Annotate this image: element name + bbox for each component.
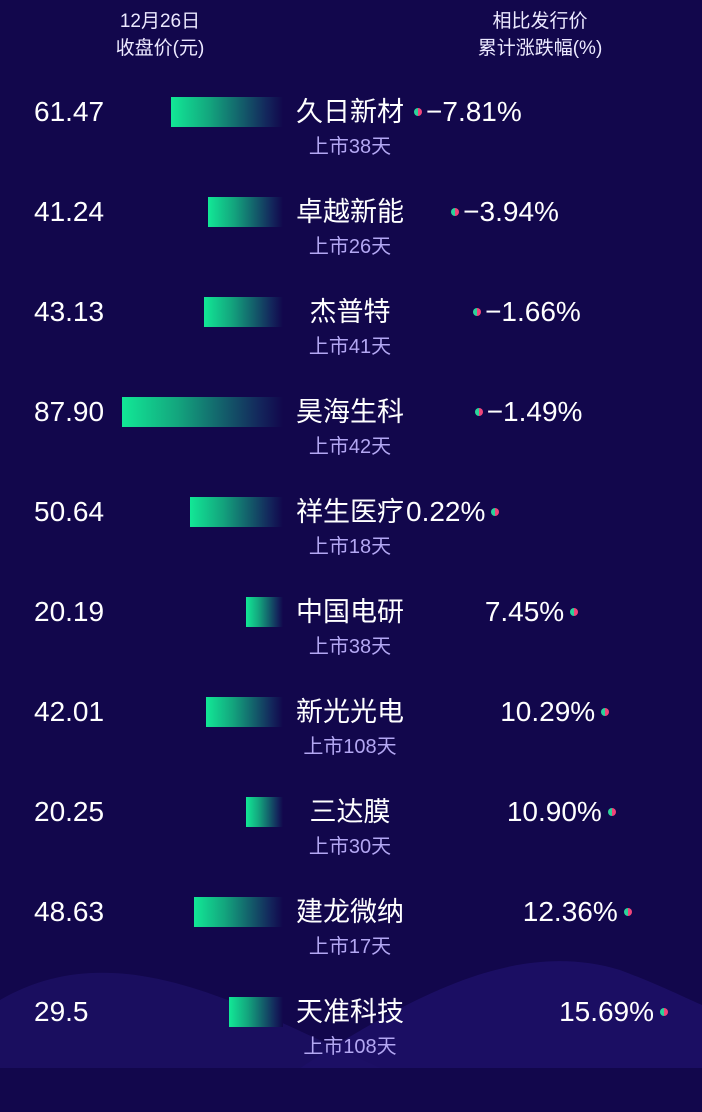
listed-days: 上市42天 <box>308 436 392 458</box>
price-bar <box>190 497 283 527</box>
price-header-date: 12月26日 <box>119 11 201 32</box>
stock-row: 41.24 卓越新能上市26天 −3.94% <box>0 196 702 312</box>
stock-name: 祥生医疗 <box>296 497 404 527</box>
change-percent: 15.69% <box>559 996 655 1027</box>
stock-row: 29.5 天准科技上市108天 15.69% <box>0 996 702 1112</box>
price-bar <box>204 297 283 327</box>
stock-name: 天准科技 <box>296 997 404 1027</box>
listed-days: 上市30天 <box>308 836 392 858</box>
change-column-header: 相比发行价 累计涨跌幅(%) <box>440 8 640 62</box>
close-price: 29.5 <box>34 996 89 1027</box>
stock-row: 20.25 三达膜上市30天 10.90% <box>0 796 702 912</box>
close-price: 48.63 <box>34 896 105 927</box>
stock-name: 中国电研 <box>296 597 404 627</box>
listed-days: 上市38天 <box>308 136 392 158</box>
stock-name: 杰普特 <box>309 297 391 327</box>
change-percent: 10.90% <box>506 796 602 827</box>
listed-days: 上市41天 <box>308 336 392 358</box>
close-price: 87.90 <box>34 396 105 427</box>
listed-days: 上市38天 <box>308 636 392 658</box>
stock-name: 久日新材 <box>296 97 404 127</box>
stock-row: 42.01 新光光电上市108天 10.29% <box>0 696 702 812</box>
stock-name: 昊海生科 <box>296 397 404 427</box>
listed-days: 上市108天 <box>303 736 397 758</box>
change-percent: 7.45% <box>484 596 565 627</box>
change-marker-dot <box>623 908 632 916</box>
listed-days: 上市18天 <box>308 536 392 558</box>
change-marker-dot <box>473 308 482 316</box>
stock-row: 43.13 杰普特上市41天 −1.66% <box>0 296 702 412</box>
stock-name: 卓越新能 <box>296 197 404 227</box>
change-percent: −1.66% <box>485 296 581 327</box>
background-wave <box>0 961 702 1068</box>
close-price: 61.47 <box>34 96 105 127</box>
change-marker-dot <box>570 608 579 616</box>
price-bar <box>229 997 283 1027</box>
change-percent: −7.81% <box>426 96 522 127</box>
stock-name: 建龙微纳 <box>296 897 404 927</box>
stock-row: 50.64 祥生医疗上市18天 0.22% <box>0 496 702 612</box>
change-marker-dot <box>474 408 483 416</box>
stock-name: 三达膜 <box>309 797 391 827</box>
change-marker-dot <box>607 808 616 816</box>
close-price: 20.25 <box>34 796 105 827</box>
change-marker-dot <box>601 708 610 716</box>
price-bar <box>206 697 283 727</box>
close-price: 41.24 <box>34 196 105 227</box>
price-bar <box>170 97 283 127</box>
listed-days: 上市17天 <box>308 936 392 958</box>
price-bar <box>194 897 283 927</box>
change-percent: −1.49% <box>486 396 583 427</box>
stock-row: 87.90 昊海生科上市42天 −1.49% <box>0 396 702 512</box>
change-marker-dot <box>414 108 423 116</box>
change-header-line2: 累计涨跌幅(%) <box>477 38 603 59</box>
stock-row: 48.63 建龙微纳上市17天 12.36% <box>0 896 702 1012</box>
stock-row: 20.19 中国电研上市38天 7.45% <box>0 596 702 712</box>
price-bar <box>245 797 283 827</box>
change-percent: 0.22% <box>406 496 486 527</box>
close-price: 42.01 <box>34 696 105 727</box>
change-percent: −3.94% <box>463 196 559 227</box>
price-bar <box>246 597 283 627</box>
stock-name: 新光光电 <box>296 697 404 727</box>
change-marker-dot <box>660 1008 669 1016</box>
stock-row: 61.47 久日新材上市38天 −7.81% <box>0 96 702 212</box>
close-price: 50.64 <box>34 496 105 527</box>
price-header-label: 收盘价(元) <box>115 38 205 59</box>
price-bar <box>122 397 283 427</box>
close-price: 43.13 <box>34 296 105 327</box>
price-bar <box>207 197 283 227</box>
listed-days: 上市26天 <box>308 236 392 258</box>
price-column-header: 12月26日 收盘价(元) <box>60 8 260 62</box>
change-percent: 12.36% <box>522 896 618 927</box>
close-price: 20.19 <box>34 596 105 627</box>
change-percent: 10.29% <box>500 696 596 727</box>
listed-days: 上市108天 <box>303 1036 397 1058</box>
change-marker-dot <box>491 508 500 516</box>
change-marker-dot <box>451 208 460 216</box>
change-header-line1: 相比发行价 <box>492 11 588 32</box>
